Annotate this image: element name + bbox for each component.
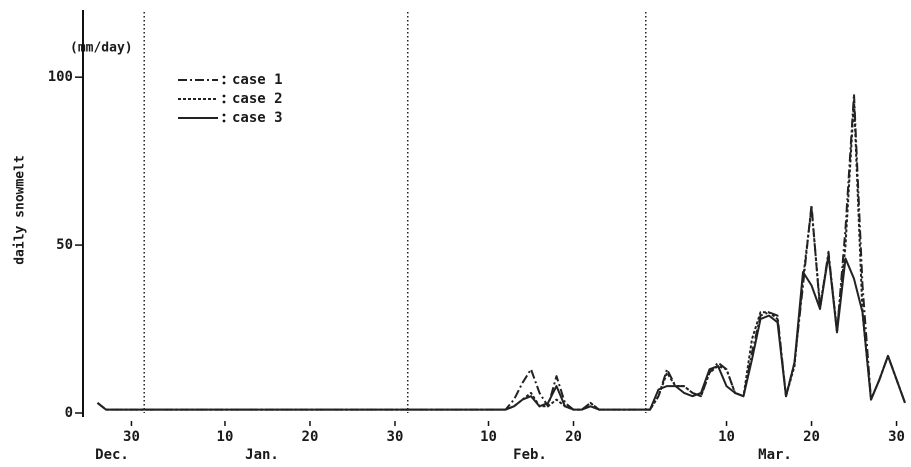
legend-label: case 3 — [232, 110, 283, 126]
x-tick-label: 30 — [387, 429, 404, 445]
month-label: Dec. — [95, 447, 129, 463]
y-tick-label: 100 — [48, 69, 73, 85]
x-tick-label: 10 — [217, 429, 234, 445]
series-line — [96, 254, 906, 411]
x-tick-label: 30 — [888, 429, 905, 445]
y-tick-label: 0 — [65, 405, 73, 421]
legend-colon — [222, 75, 226, 79]
series-line — [96, 99, 906, 411]
legend-colon — [222, 100, 226, 104]
month-label: Feb. — [513, 447, 547, 463]
month-label: Jan. — [245, 447, 279, 463]
legend-colon — [222, 119, 226, 123]
y-tick-label: 50 — [56, 237, 73, 253]
x-tick-label: 20 — [565, 429, 582, 445]
x-tick-label: 10 — [480, 429, 497, 445]
legend-colon — [222, 94, 226, 98]
legend-label: case 1 — [232, 72, 283, 88]
x-tick-label: 30 — [123, 429, 140, 445]
legend-colon — [222, 81, 226, 85]
x-tick-label: 20 — [302, 429, 319, 445]
x-tick-label: 10 — [718, 429, 735, 445]
legend-colon — [222, 113, 226, 117]
x-tick-label: 20 — [803, 429, 820, 445]
series-line — [96, 93, 906, 411]
legend-label: case 2 — [232, 91, 283, 107]
y-unit: (mm/day) — [70, 41, 133, 56]
month-label: Mar. — [758, 447, 792, 463]
y-axis-title: daily snowmelt — [13, 155, 28, 265]
